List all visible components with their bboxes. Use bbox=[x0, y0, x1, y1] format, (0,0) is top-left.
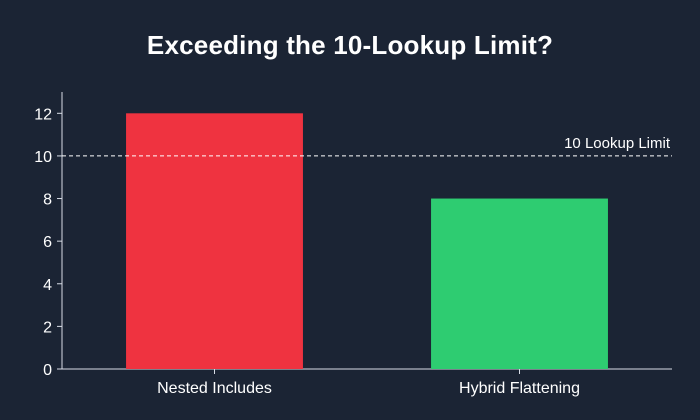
reference-line-group: 10 Lookup Limit bbox=[62, 135, 672, 157]
x-tick-label: Hybrid Flattening bbox=[459, 380, 580, 397]
bars bbox=[126, 113, 608, 369]
chart-title: Exceeding the 10-Lookup Limit? bbox=[146, 30, 554, 60]
y-tick-label: 0 bbox=[43, 362, 52, 379]
reference-line-label: 10 Lookup Limit bbox=[564, 135, 671, 152]
y-tick-label: 4 bbox=[43, 277, 52, 294]
x-tick-label: Nested Includes bbox=[157, 380, 272, 397]
y-tick-label: 8 bbox=[43, 192, 52, 209]
bar bbox=[126, 113, 303, 369]
y-tick-label: 6 bbox=[43, 234, 52, 251]
y-tick-label: 10 bbox=[34, 149, 52, 166]
y-tick-label: 12 bbox=[34, 106, 52, 123]
y-tick-label: 2 bbox=[43, 319, 52, 336]
tick-labels: 0 2 4 6 8 10 12 Nested Includes Hybrid Flattenin… bbox=[34, 106, 580, 397]
bar bbox=[431, 198, 608, 369]
